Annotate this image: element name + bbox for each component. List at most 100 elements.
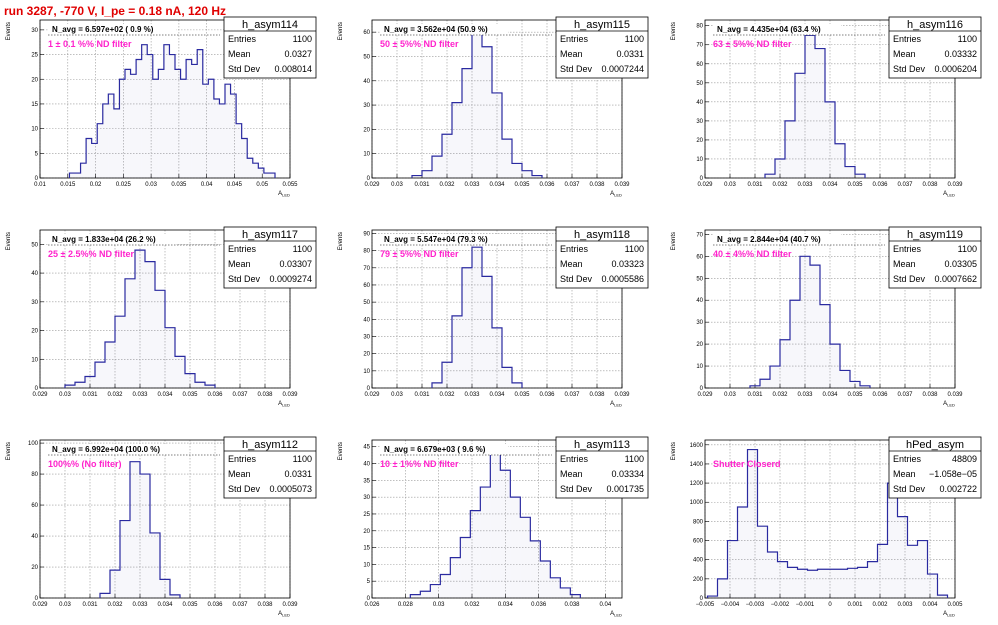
x-tick-label: 0.055 (282, 182, 298, 188)
navg-label: N_avg = 2.844e+04 (40.7 %) (717, 235, 821, 244)
histogram-bin (269, 173, 275, 178)
histogram-bin (717, 578, 728, 598)
x-tick-label: 0.031 (747, 392, 763, 398)
navg-box (380, 24, 508, 35)
x-tick-label: 0.034 (157, 392, 173, 398)
histogram-panel-h_asym116: 0.029 0.03 0.031 0.032 0.033 0.034 0.035 0.036 0… (671, 16, 982, 198)
y-tick-label: 10 (696, 157, 703, 163)
histogram-bin (770, 366, 780, 388)
histogram-bin (120, 520, 130, 598)
navg-label: N_avg = 5.547e+04 (79.3 %) (384, 235, 488, 244)
navg-label: N_avg = 1.833e+04 (26.2 %) (52, 235, 156, 244)
x-tick-label: 0.002 (872, 602, 888, 608)
x-tick-label: 0.036 (207, 602, 223, 608)
x-tick-label: 0.037 (897, 182, 913, 188)
histogram-bin (482, 46, 492, 178)
histogram-bin (502, 367, 512, 388)
x-tick-label: 0.036 (539, 392, 555, 398)
navg-label: N_avg = 6.679e+03 ( 9.6 %) (384, 445, 486, 454)
x-tick-label: 0.039 (947, 182, 963, 188)
y-tick-label: 20 (696, 138, 703, 144)
y-tick-label: 60 (696, 254, 703, 260)
histogram-bin (91, 143, 98, 178)
y-tick-label: 0 (700, 386, 704, 392)
histogram-bin (125, 278, 135, 388)
navg-box (48, 24, 176, 35)
y-tick-label: 25 (363, 512, 370, 518)
histogram-bin (440, 574, 451, 598)
histogram-bin (195, 382, 205, 388)
x-tick-label: 0.032 (772, 392, 788, 398)
stats-box (555, 226, 649, 289)
x-tick-label: 0.034 (157, 602, 173, 608)
y-tick-label: 15 (31, 102, 38, 108)
histogram-bin (760, 379, 770, 388)
x-tick-label: 0.034 (489, 182, 505, 188)
x-tick-label: 0.03 (59, 392, 71, 398)
x-tick-label: 0.029 (697, 392, 713, 398)
x-tick-label: 0.037 (564, 392, 580, 398)
navg-label: N_avg = 3.562e+04 (50.9 %) (384, 25, 488, 34)
histogram-bin (105, 342, 115, 388)
histogram-bin (135, 250, 145, 388)
histogram-panel-h_asym115: 0.029 0.03 0.031 0.032 0.033 0.034 0.035 0.036 0… (338, 16, 649, 198)
histogram-bin (512, 163, 522, 178)
histogram-bin (186, 59, 192, 178)
y-tick-label: 40 (696, 298, 703, 304)
stats-value: 48809 (952, 454, 977, 464)
histogram-bin (502, 139, 512, 178)
stats-box (223, 16, 317, 79)
stats-label: Mean (560, 49, 583, 59)
y-tick-label: 20 (363, 352, 370, 358)
y-tick-label: 50 (31, 242, 38, 248)
histogram-bin (180, 79, 187, 178)
stats-value: −1.058e−05 (929, 469, 977, 479)
filter-label: 63 ± 5%% ND filter (713, 39, 792, 49)
y-tick-label: 0 (35, 176, 39, 182)
stats-box (888, 16, 982, 79)
histogram-line (431, 246, 523, 388)
x-tick-label: 0.036 (872, 182, 888, 188)
navg-box (48, 234, 176, 245)
y-axis-label: Events (338, 232, 344, 250)
histogram-bin (75, 173, 81, 178)
x-tick-label: 0.036 (872, 392, 888, 398)
histogram-bin (140, 474, 150, 598)
histogram-bin (797, 569, 808, 598)
stats-value: 0.002722 (939, 484, 977, 494)
y-tick-label: 800 (693, 519, 704, 525)
y-tick-label: 20 (696, 342, 703, 348)
x-tick-label: 0 (828, 602, 832, 608)
y-tick-label: 30 (363, 334, 370, 340)
stats-label: Std Dev (228, 64, 261, 74)
histogram-bin (169, 54, 175, 178)
x-tick-label: 0.036 (539, 182, 555, 188)
y-tick-label: 40 (31, 534, 38, 540)
x-tick-label: 0.031 (747, 182, 763, 188)
histogram-bin (815, 48, 825, 179)
stats-label: Mean (893, 259, 916, 269)
y-tick-label: 40 (363, 79, 370, 85)
histogram-bin (472, 27, 482, 178)
stats-value: 0.0007244 (601, 64, 644, 74)
y-tick-label: 10 (31, 127, 38, 133)
stats-label: Entries (560, 454, 589, 464)
x-tick-label: 0.033 (464, 392, 480, 398)
run-title: run 3287, -770 V, I_pe = 0.18 nA, 120 Hz (4, 4, 227, 18)
histogram-line (68, 44, 276, 178)
histogram-bin (805, 35, 815, 179)
x-tick-label: 0.037 (232, 602, 248, 608)
histogram-bin (500, 470, 511, 598)
stats-label: Std Dev (228, 274, 261, 284)
histogram-bin (113, 108, 120, 178)
x-tick-label: 0.045 (227, 182, 243, 188)
stats-value: 1100 (625, 34, 644, 44)
histogram-panel-h_asym117: 0.029 0.03 0.031 0.032 0.033 0.034 0.035 0.036 0… (6, 226, 317, 408)
histogram-bin (170, 594, 180, 598)
stats-label: Mean (560, 259, 583, 269)
histogram-name: h_asym114 (242, 19, 298, 31)
histogram-bin (175, 356, 185, 388)
x-tick-label: 0.033 (132, 602, 148, 608)
x-tick-label: 0.032 (107, 602, 123, 608)
histogram-bin (119, 79, 125, 178)
